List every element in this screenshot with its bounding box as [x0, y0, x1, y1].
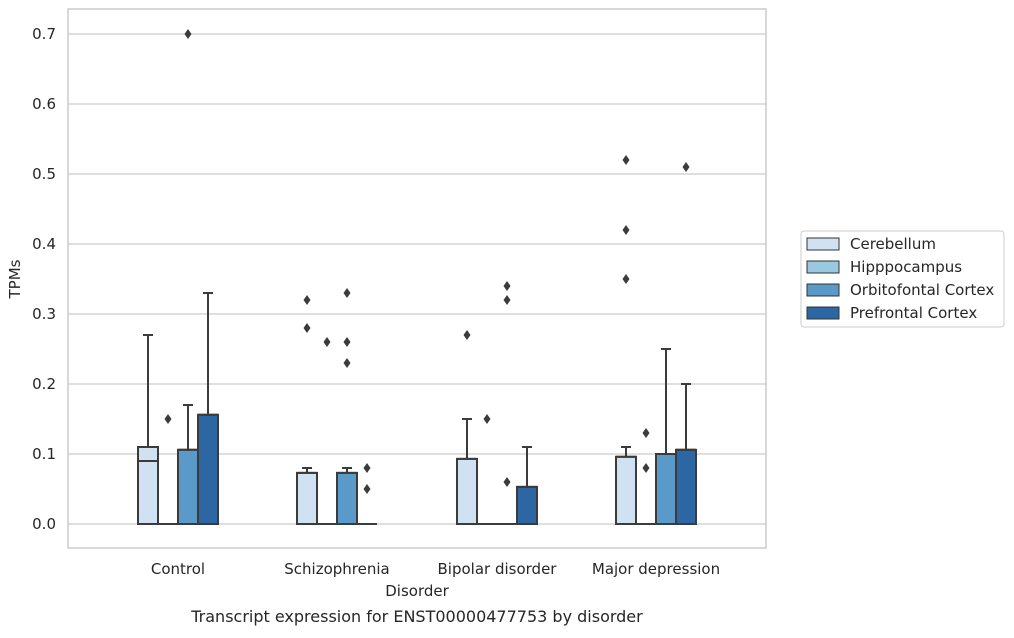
- box: [675, 448, 697, 525]
- legend-swatch: [806, 306, 840, 320]
- box-3-2: [516, 446, 538, 525]
- box-2-3: [655, 348, 677, 525]
- box-0-3: [615, 155, 637, 525]
- gridlines: [68, 33, 766, 525]
- outlier-point: [622, 225, 630, 235]
- box-1-1: [317, 337, 337, 525]
- y-tick-label: 0.5: [32, 165, 56, 183]
- box-0-2: [456, 330, 478, 525]
- plot-frame: [67, 8, 767, 549]
- x-tick-label: Bipolar disorder: [438, 560, 558, 578]
- box-1-3: [636, 428, 656, 525]
- box: [655, 453, 677, 525]
- outlier-point: [343, 337, 351, 347]
- x-tick-label: Major depression: [592, 560, 720, 578]
- outlier-point: [642, 428, 650, 438]
- box-0-0: [137, 334, 159, 525]
- box: [336, 471, 358, 525]
- legend-swatch: [806, 237, 840, 251]
- legend-label: Prefrontal Cortex: [850, 304, 977, 322]
- legend: Cerebellum Hipppocampus Orbitofontal Corte…: [800, 230, 1005, 328]
- y-tick-label: 0.7: [32, 25, 56, 43]
- outlier-point: [503, 295, 511, 305]
- x-tick-labels: Control Schizophrenia Bipolar disorder Majo…: [151, 560, 720, 578]
- y-tick-label: 0.1: [32, 445, 56, 463]
- y-tick-label: 0.4: [32, 235, 56, 253]
- legend-swatch: [806, 283, 840, 297]
- box: [456, 457, 478, 525]
- legend-item: Prefrontal Cortex: [806, 304, 977, 322]
- plot-marks: [137, 29, 697, 525]
- box-2-1: [336, 288, 358, 525]
- outlier-point: [363, 484, 371, 494]
- y-tick-label: 0.3: [32, 305, 56, 323]
- outlier-point: [343, 288, 351, 298]
- box: [197, 413, 219, 525]
- outlier-point: [323, 337, 331, 347]
- outlier-point: [483, 414, 491, 424]
- box-3-3: [675, 162, 697, 525]
- box: [516, 485, 538, 525]
- box-2-0: [177, 29, 199, 525]
- outlier-point: [642, 463, 650, 473]
- box-3-0: [197, 292, 219, 525]
- y-axis-label: TPMs: [6, 259, 24, 299]
- y-tick-label: 0.0: [32, 515, 56, 533]
- box-0-1: [296, 295, 318, 525]
- outlier-point: [303, 295, 311, 305]
- box-3-1: [357, 463, 377, 525]
- y-tick-label: 0.6: [32, 95, 56, 113]
- legend-swatch: [806, 260, 840, 274]
- box: [296, 471, 318, 525]
- legend-label: Orbitofontal Cortex: [850, 281, 994, 299]
- x-tick-label: Control: [151, 560, 205, 578]
- outlier-point: [363, 463, 371, 473]
- legend-item: Hipppocampus: [806, 258, 962, 276]
- legend-item: Cerebellum: [806, 235, 936, 253]
- box-2-2: [497, 281, 517, 525]
- outlier-point: [184, 29, 192, 39]
- outlier-point: [343, 358, 351, 368]
- box-1-0: [158, 414, 178, 525]
- outlier-point: [463, 330, 471, 340]
- box: [137, 446, 159, 525]
- legend-frame: [800, 230, 1005, 328]
- x-axis-label: Disorder: [385, 582, 449, 600]
- box: [177, 448, 199, 525]
- outlier-point: [303, 323, 311, 333]
- legend-label: Cerebellum: [850, 235, 936, 253]
- legend-item: Orbitofontal Cortex: [806, 281, 994, 299]
- legend-label: Hipppocampus: [850, 258, 962, 276]
- legend-items: Cerebellum Hipppocampus Orbitofontal Corte…: [806, 235, 994, 322]
- outlier-point: [503, 477, 511, 487]
- chart-caption: Transcript expression for ENST0000047775…: [190, 607, 643, 626]
- box-1-2: [477, 414, 497, 525]
- outlier-point: [503, 281, 511, 291]
- outlier-point: [682, 162, 690, 172]
- outlier-point: [622, 155, 630, 165]
- y-tick-labels: 0.0 0.1 0.2 0.3 0.4 0.5 0.6 0.7: [32, 25, 56, 533]
- y-tick-label: 0.2: [32, 375, 56, 393]
- outlier-point: [164, 414, 172, 424]
- box: [615, 455, 637, 525]
- outlier-point: [622, 274, 630, 284]
- x-tick-label: Schizophrenia: [284, 560, 389, 578]
